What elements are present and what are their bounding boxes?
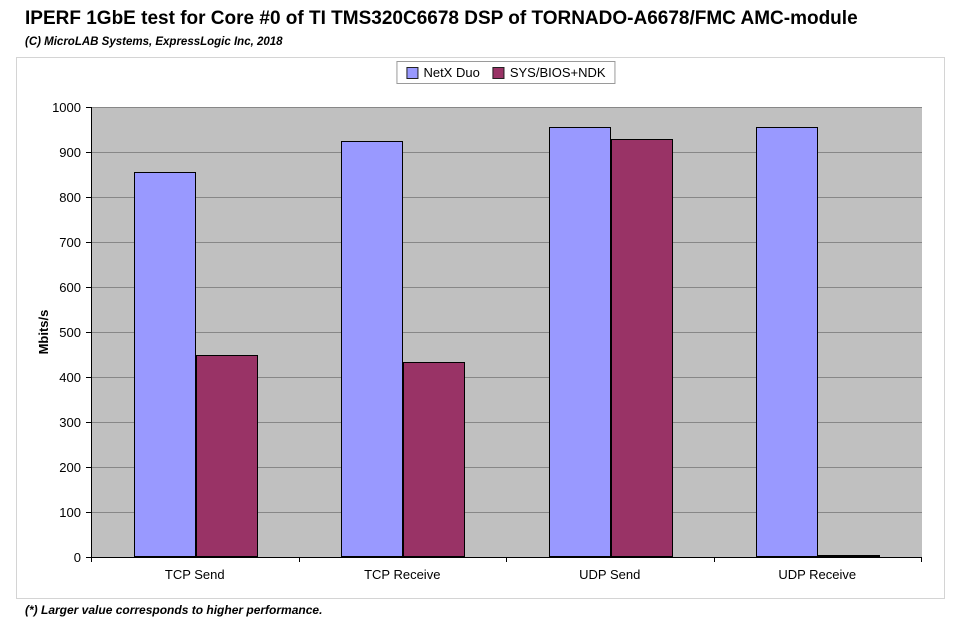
- chart-legend: NetX Duo SYS/BIOS+NDK: [396, 61, 616, 84]
- y-tick-label-200: 200: [59, 460, 81, 475]
- gridline-1000: [92, 107, 922, 108]
- y-tick-label-900: 900: [59, 145, 81, 160]
- x-tick-mark: [298, 558, 300, 562]
- y-tick-mark: [86, 422, 91, 423]
- legend-item-sysbios-ndk: SYS/BIOS+NDK: [492, 65, 606, 80]
- y-tick-label-700: 700: [59, 235, 81, 250]
- x-tick-mark: [921, 558, 922, 562]
- gridline-500: [92, 332, 922, 333]
- y-tick-label-1000: 1000: [52, 100, 81, 115]
- bar-sys-bios-ndk-udp-receive: [818, 555, 881, 557]
- x-tick-mark: [713, 558, 715, 562]
- y-tick-mark: [86, 287, 91, 288]
- y-tick-label-400: 400: [59, 370, 81, 385]
- footnote: (*) Larger value corresponds to higher p…: [25, 603, 323, 617]
- legend-label-sysbios-ndk: SYS/BIOS+NDK: [509, 65, 606, 80]
- legend-item-netx-duo: NetX Duo: [406, 65, 480, 80]
- y-tick-mark: [86, 242, 91, 243]
- category-label-tcp-send: TCP Send: [164, 567, 225, 582]
- category-label-udp-receive: UDP Receive: [778, 567, 857, 582]
- legend-label-netx-duo: NetX Duo: [423, 65, 480, 80]
- y-tick-mark: [86, 152, 91, 153]
- legend-swatch-netx-duo: [406, 66, 419, 79]
- gridline-300: [92, 422, 922, 423]
- gridline-200: [92, 467, 922, 468]
- y-tick-label-800: 800: [59, 190, 81, 205]
- bar-netx-duo-tcp-send: [133, 172, 196, 557]
- y-tick-label-300: 300: [59, 415, 81, 430]
- x-tick-mark: [506, 558, 507, 562]
- bar-sys-bios-ndk-udp-send: [610, 139, 673, 557]
- plot-area: [91, 107, 922, 558]
- gridline-100: [92, 512, 922, 513]
- gridline-900: [92, 152, 922, 153]
- y-tick-mark: [86, 467, 91, 468]
- page-title: IPERF 1GbE test for Core #0 of TI TMS320…: [25, 8, 858, 29]
- page-subtitle: (C) MicroLAB Systems, ExpressLogic Inc, …: [25, 36, 283, 48]
- bar-sys-bios-ndk-tcp-send: [195, 355, 258, 557]
- y-tick-mark: [86, 557, 91, 558]
- gridline-400: [92, 377, 922, 378]
- gridline-600: [92, 287, 922, 288]
- y-tick-mark: [86, 512, 91, 513]
- gridline-700: [92, 242, 922, 243]
- y-tick-mark: [86, 107, 91, 108]
- y-tick-mark: [86, 377, 91, 378]
- category-label-udp-send: UDP Send: [579, 567, 641, 582]
- gridline-800: [92, 197, 922, 198]
- bar-netx-duo-udp-send: [548, 127, 611, 557]
- x-tick-mark: [91, 558, 92, 562]
- category-label-tcp-receive: TCP Receive: [364, 567, 441, 582]
- y-tick-label-500: 500: [59, 325, 81, 340]
- y-tick-label-100: 100: [59, 505, 81, 520]
- legend-swatch-sysbios-ndk: [492, 66, 505, 79]
- y-tick-mark: [86, 197, 91, 198]
- y-tick-mark: [86, 332, 91, 333]
- bar-sys-bios-ndk-tcp-receive: [403, 362, 466, 557]
- y-tick-label-600: 600: [59, 280, 81, 295]
- y-tick-label-0: 0: [73, 550, 81, 565]
- bar-netx-duo-udp-receive: [756, 127, 819, 557]
- chart-container: NetX Duo SYS/BIOS+NDK Mbits/s 0 100 200 300…: [16, 57, 945, 599]
- bar-netx-duo-tcp-receive: [341, 140, 404, 557]
